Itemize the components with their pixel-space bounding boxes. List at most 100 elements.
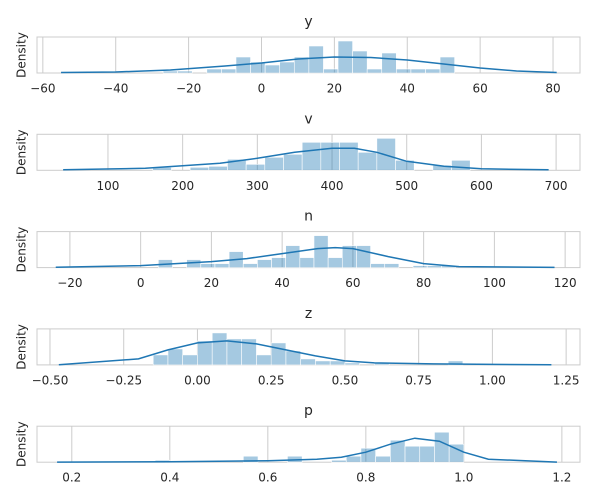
histogram-bar	[152, 354, 169, 366]
x-tick-label: 100	[97, 179, 120, 193]
histogram-bar	[177, 70, 193, 74]
histogram-bar	[376, 138, 396, 171]
histogram-bar	[425, 68, 441, 74]
x-tick-label: 1.0	[454, 471, 473, 485]
x-tick-label: 0	[258, 82, 266, 96]
histogram-bar	[167, 348, 184, 366]
histogram-bar	[323, 68, 339, 74]
histogram-bar	[419, 445, 435, 463]
x-tick-label: 500	[395, 179, 418, 193]
y-axis-label: Density	[15, 421, 29, 467]
histogram-bar	[162, 70, 178, 74]
histogram-bar	[451, 160, 471, 171]
x-tick-label: −20	[57, 276, 82, 290]
x-tick-label: 60	[345, 276, 360, 290]
histogram-bar	[404, 445, 421, 463]
histogram-bar	[299, 257, 315, 268]
histogram-bar	[279, 61, 295, 74]
subplot-title: n	[304, 209, 313, 225]
histogram-bar	[301, 142, 322, 171]
histogram-bar	[206, 68, 222, 74]
histogram-bar	[271, 257, 286, 268]
histogram-bar	[366, 68, 383, 74]
histogram-bar	[308, 45, 324, 74]
histogram-bar	[211, 332, 228, 366]
histogram-bar	[345, 455, 362, 463]
histogram-bar	[352, 50, 368, 74]
histogram-bar	[243, 455, 259, 463]
histogram-bar	[434, 431, 450, 463]
kde-line	[58, 340, 552, 366]
x-tick-label: 100	[483, 276, 506, 290]
subplot-title: y	[304, 14, 312, 30]
subplot-title: v	[304, 111, 312, 127]
histogram-bar	[331, 459, 347, 463]
x-tick-label: 120	[554, 276, 577, 290]
histogram-bar	[344, 362, 360, 366]
x-tick-label: 20	[327, 82, 342, 96]
subplot-title: z	[305, 306, 312, 322]
x-tick-label: 0.75	[405, 373, 432, 387]
x-tick-label: 0.4	[160, 471, 179, 485]
histogram-bar	[241, 338, 257, 366]
x-tick-label: 300	[246, 179, 269, 193]
histogram-bar	[447, 360, 464, 366]
x-tick-label: −0.25	[105, 373, 142, 387]
x-tick-label: 60	[473, 82, 488, 96]
x-tick-label: 0.50	[332, 373, 359, 387]
histogram-bar	[356, 245, 371, 268]
histogram-bar	[182, 354, 198, 366]
kde-line	[63, 147, 549, 171]
x-tick-label: −40	[103, 82, 128, 96]
histogram-bar	[300, 358, 316, 366]
histogram-bar	[242, 263, 258, 268]
y-axis-label: Density	[15, 324, 29, 370]
histogram-bar	[370, 263, 386, 268]
histogram-bar	[375, 455, 391, 463]
x-tick-label: 0.6	[258, 471, 277, 485]
histogram-bar	[200, 263, 216, 268]
histogram-bar	[208, 166, 228, 171]
histogram-bar	[221, 68, 237, 74]
histogram-bar	[426, 265, 442, 268]
y-axis-label: Density	[15, 129, 29, 175]
histogram-bar	[270, 342, 287, 366]
histogram-bar	[256, 354, 272, 366]
kde-line	[57, 437, 557, 463]
x-tick-label: 1.00	[479, 373, 506, 387]
histogram-bar	[339, 142, 359, 171]
x-tick-label: 700	[545, 179, 568, 193]
histogram-bar	[410, 68, 426, 74]
histogram-bar	[384, 263, 400, 268]
x-tick-label: 0.00	[184, 373, 211, 387]
x-tick-label: 600	[470, 179, 493, 193]
histogram-bar	[381, 52, 397, 74]
x-tick-label: 20	[204, 276, 219, 290]
x-tick-label: 0.8	[356, 471, 375, 485]
axes-frame	[36, 425, 581, 463]
histogram-bar	[257, 259, 272, 268]
x-tick-label: −60	[30, 82, 55, 96]
x-tick-label: 0.2	[62, 471, 81, 485]
histogram-bar	[189, 167, 210, 171]
x-tick-label: 1.2	[552, 471, 571, 485]
kde-line	[55, 246, 555, 269]
histogram-bar	[448, 443, 465, 463]
histogram-bar	[283, 154, 303, 171]
histogram-bar	[329, 360, 346, 366]
x-tick-label: 40	[275, 276, 290, 290]
histogram-bar	[315, 360, 331, 366]
histogram-bar	[214, 263, 230, 268]
histogram-bar	[320, 142, 340, 171]
y-axis-label: Density	[15, 227, 29, 273]
histogram-bar	[313, 235, 329, 268]
histogram-bar	[264, 157, 284, 171]
x-tick-label: 80	[416, 276, 431, 290]
histogram-bar	[357, 152, 378, 171]
x-tick-label: 1.25	[553, 373, 580, 387]
y-axis-label: Density	[15, 32, 29, 78]
histogram-bar	[264, 64, 281, 74]
x-tick-label: 0	[137, 276, 145, 290]
histogram-bar	[245, 164, 266, 171]
